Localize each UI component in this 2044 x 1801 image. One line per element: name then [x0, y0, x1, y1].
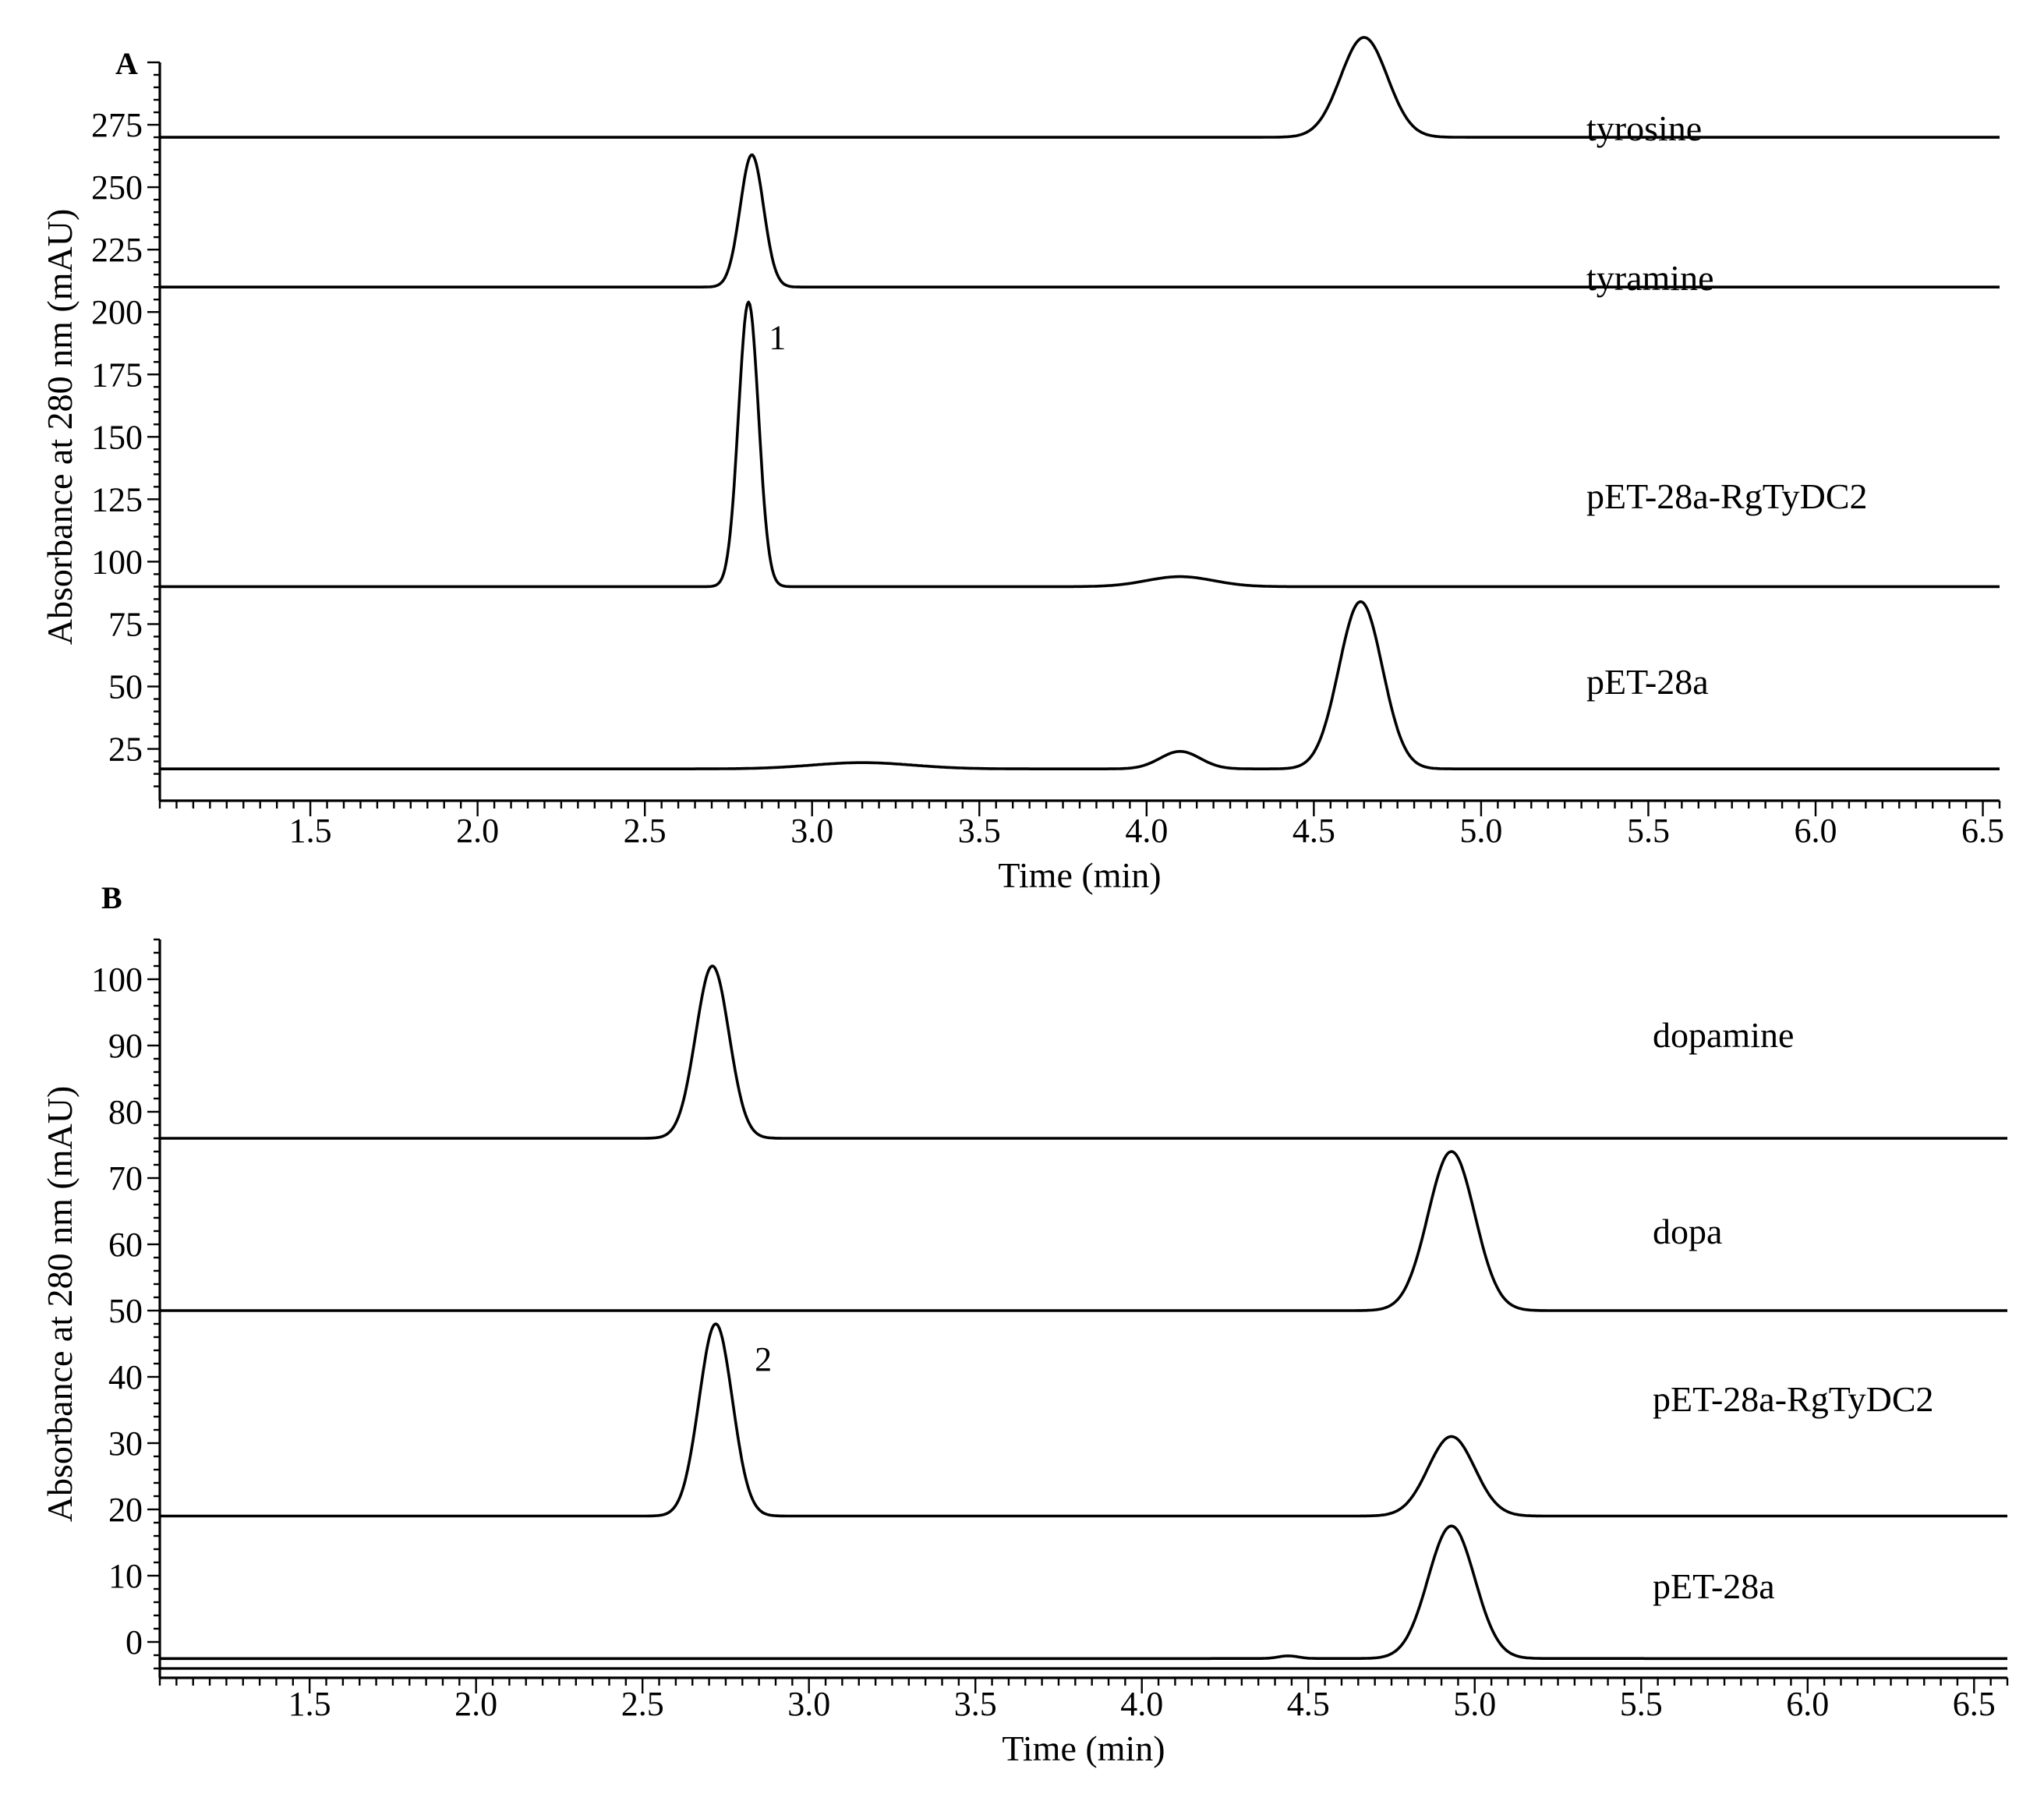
trace-pet-28a — [159, 600, 2000, 770]
y-tick-label: 250 — [91, 168, 143, 207]
y-tick-label: 40 — [108, 1358, 143, 1396]
series-label: pET-28a-RgTyDC2 — [1653, 1379, 1934, 1419]
x-tick-label: 4.5 — [1293, 812, 1335, 850]
series-label: tyrosine — [1586, 108, 1702, 148]
x-tick-label: 5.0 — [1459, 812, 1502, 850]
trace-pet-28a-rgtydc2 — [159, 300, 2000, 589]
x-tick-label: 3.0 — [787, 1685, 830, 1723]
x-tick-label: 6.0 — [1786, 1685, 1829, 1723]
y-tick-label: 20 — [108, 1491, 143, 1529]
y-tick-label: 70 — [108, 1159, 143, 1198]
x-tick-label: 1.5 — [288, 1685, 331, 1723]
x-tick-label: 6.0 — [1795, 812, 1837, 850]
series-label: pET-28a — [1586, 662, 1709, 702]
x-tick-label: 4.0 — [1120, 1685, 1163, 1723]
panel-letter: A — [115, 46, 138, 81]
y-axis-title: Absorbance at 280 nm (mAU) — [40, 209, 80, 646]
x-tick-label: 2.0 — [456, 812, 499, 850]
y-tick-label: 100 — [91, 543, 143, 581]
y-tick-label: 275 — [91, 106, 143, 144]
y-tick-label: 25 — [108, 731, 143, 769]
x-tick-label: 3.5 — [954, 1685, 997, 1723]
x-axis-title: Time (min) — [998, 855, 1161, 895]
trace-pet-28a-rgtydc2 — [159, 1322, 2008, 1518]
x-tick-label: 1.5 — [289, 812, 332, 850]
x-tick-label: 6.5 — [1953, 1685, 1996, 1723]
x-tick-label: 5.5 — [1627, 812, 1670, 850]
series-label: dopa — [1653, 1212, 1722, 1251]
series-label: pET-28a-RgTyDC2 — [1586, 476, 1868, 516]
x-tick-label: 2.0 — [454, 1685, 497, 1723]
peak-label: 2 — [755, 1340, 772, 1378]
x-axis-title: Time (min) — [1002, 1728, 1165, 1768]
y-tick-label: 30 — [108, 1424, 143, 1463]
series-label: tyramine — [1586, 258, 1714, 298]
panel-B: B 1.5 2.0 2.5 3.0 3.5 4.0 4.5 5.0 5.5 6.0 6.5 0 10 20 3… — [40, 880, 2009, 1768]
y-tick-label: 75 — [108, 605, 143, 643]
trace-tyrosine — [159, 36, 2000, 139]
y-tick-label: 225 — [91, 231, 143, 269]
trace-dopa — [159, 1150, 2008, 1312]
y-tick-label: 0 — [126, 1623, 143, 1661]
y-tick-label: 80 — [108, 1093, 143, 1131]
x-tick-label: 2.5 — [621, 1685, 664, 1723]
x-tick-label: 6.5 — [1961, 812, 2004, 850]
panel-A: A 1.5 2.0 2.5 3.0 3.5 4.0 4.5 5.0 5.5 6.0 6.5 25 50 75… — [40, 36, 2004, 895]
y-tick-label: 50 — [108, 1292, 143, 1330]
y-tick-label: 150 — [91, 418, 143, 456]
x-tick-label: 3.0 — [790, 812, 833, 850]
y-tick-label: 200 — [91, 293, 143, 331]
peak-label: 1 — [769, 318, 786, 356]
x-tick-label: 4.5 — [1287, 1685, 1330, 1723]
x-tick-label: 2.5 — [624, 812, 667, 850]
trace-tyramine — [159, 153, 2000, 288]
y-tick-label: 125 — [91, 480, 143, 518]
trace-pet-28a — [159, 1524, 2008, 1661]
x-tick-label: 5.0 — [1453, 1685, 1496, 1723]
series-label: pET-28a — [1653, 1566, 1775, 1606]
x-tick-label: 3.5 — [958, 812, 1001, 850]
y-tick-label: 90 — [108, 1027, 143, 1065]
y-axis-title: Absorbance at 280 nm (mAU) — [40, 1086, 80, 1523]
y-tick-label: 10 — [108, 1557, 143, 1595]
y-tick-label: 50 — [108, 668, 143, 706]
trace-dopamine — [159, 964, 2008, 1140]
x-tick-label: 5.5 — [1620, 1685, 1663, 1723]
series-label: dopamine — [1653, 1015, 1794, 1055]
x-tick-label: 4.0 — [1125, 812, 1168, 850]
y-tick-label: 175 — [91, 356, 143, 394]
panel-letter: B — [101, 880, 122, 915]
y-tick-label: 100 — [91, 961, 143, 999]
y-tick-label: 60 — [108, 1226, 143, 1264]
